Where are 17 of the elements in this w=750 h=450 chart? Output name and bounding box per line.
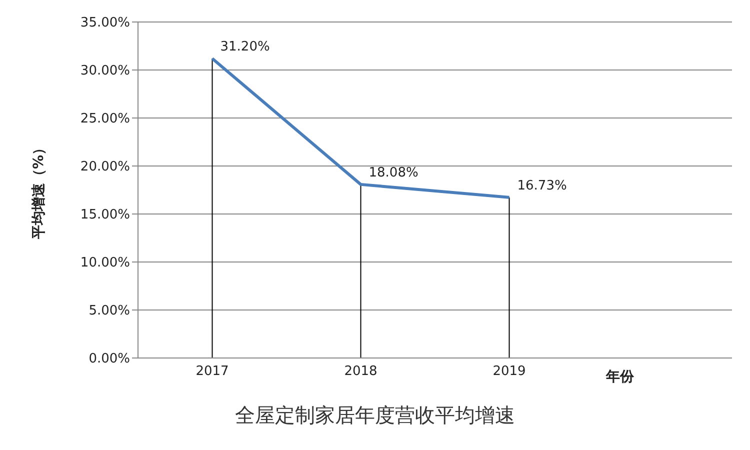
y-tick-label: 15.00% [80,208,130,223]
x-tick-label: 2018 [344,364,378,380]
y-tick-label: 0.00% [88,352,130,367]
y-tick-label: 10.00% [80,256,130,271]
y-axis-title: 平均增速（%） [30,140,47,240]
data-label: 16.73% [517,178,567,194]
data-label: 18.08% [368,165,418,180]
x-tick-label: 2019 [492,364,526,380]
y-tick-label: 30.00% [80,64,130,79]
y-tick-label: 35.00% [80,16,130,31]
y-tick-label: 5.00% [88,304,130,319]
y-tick-label: 25.00% [80,112,130,127]
data-label: 31.20% [220,39,270,54]
y-tick-label: 20.00% [80,160,130,175]
x-axis-title: 年份 [606,368,634,386]
text: 全屋定制家居年度营收平均增速 [234,402,516,429]
x-tick-label: 2017 [196,364,229,380]
